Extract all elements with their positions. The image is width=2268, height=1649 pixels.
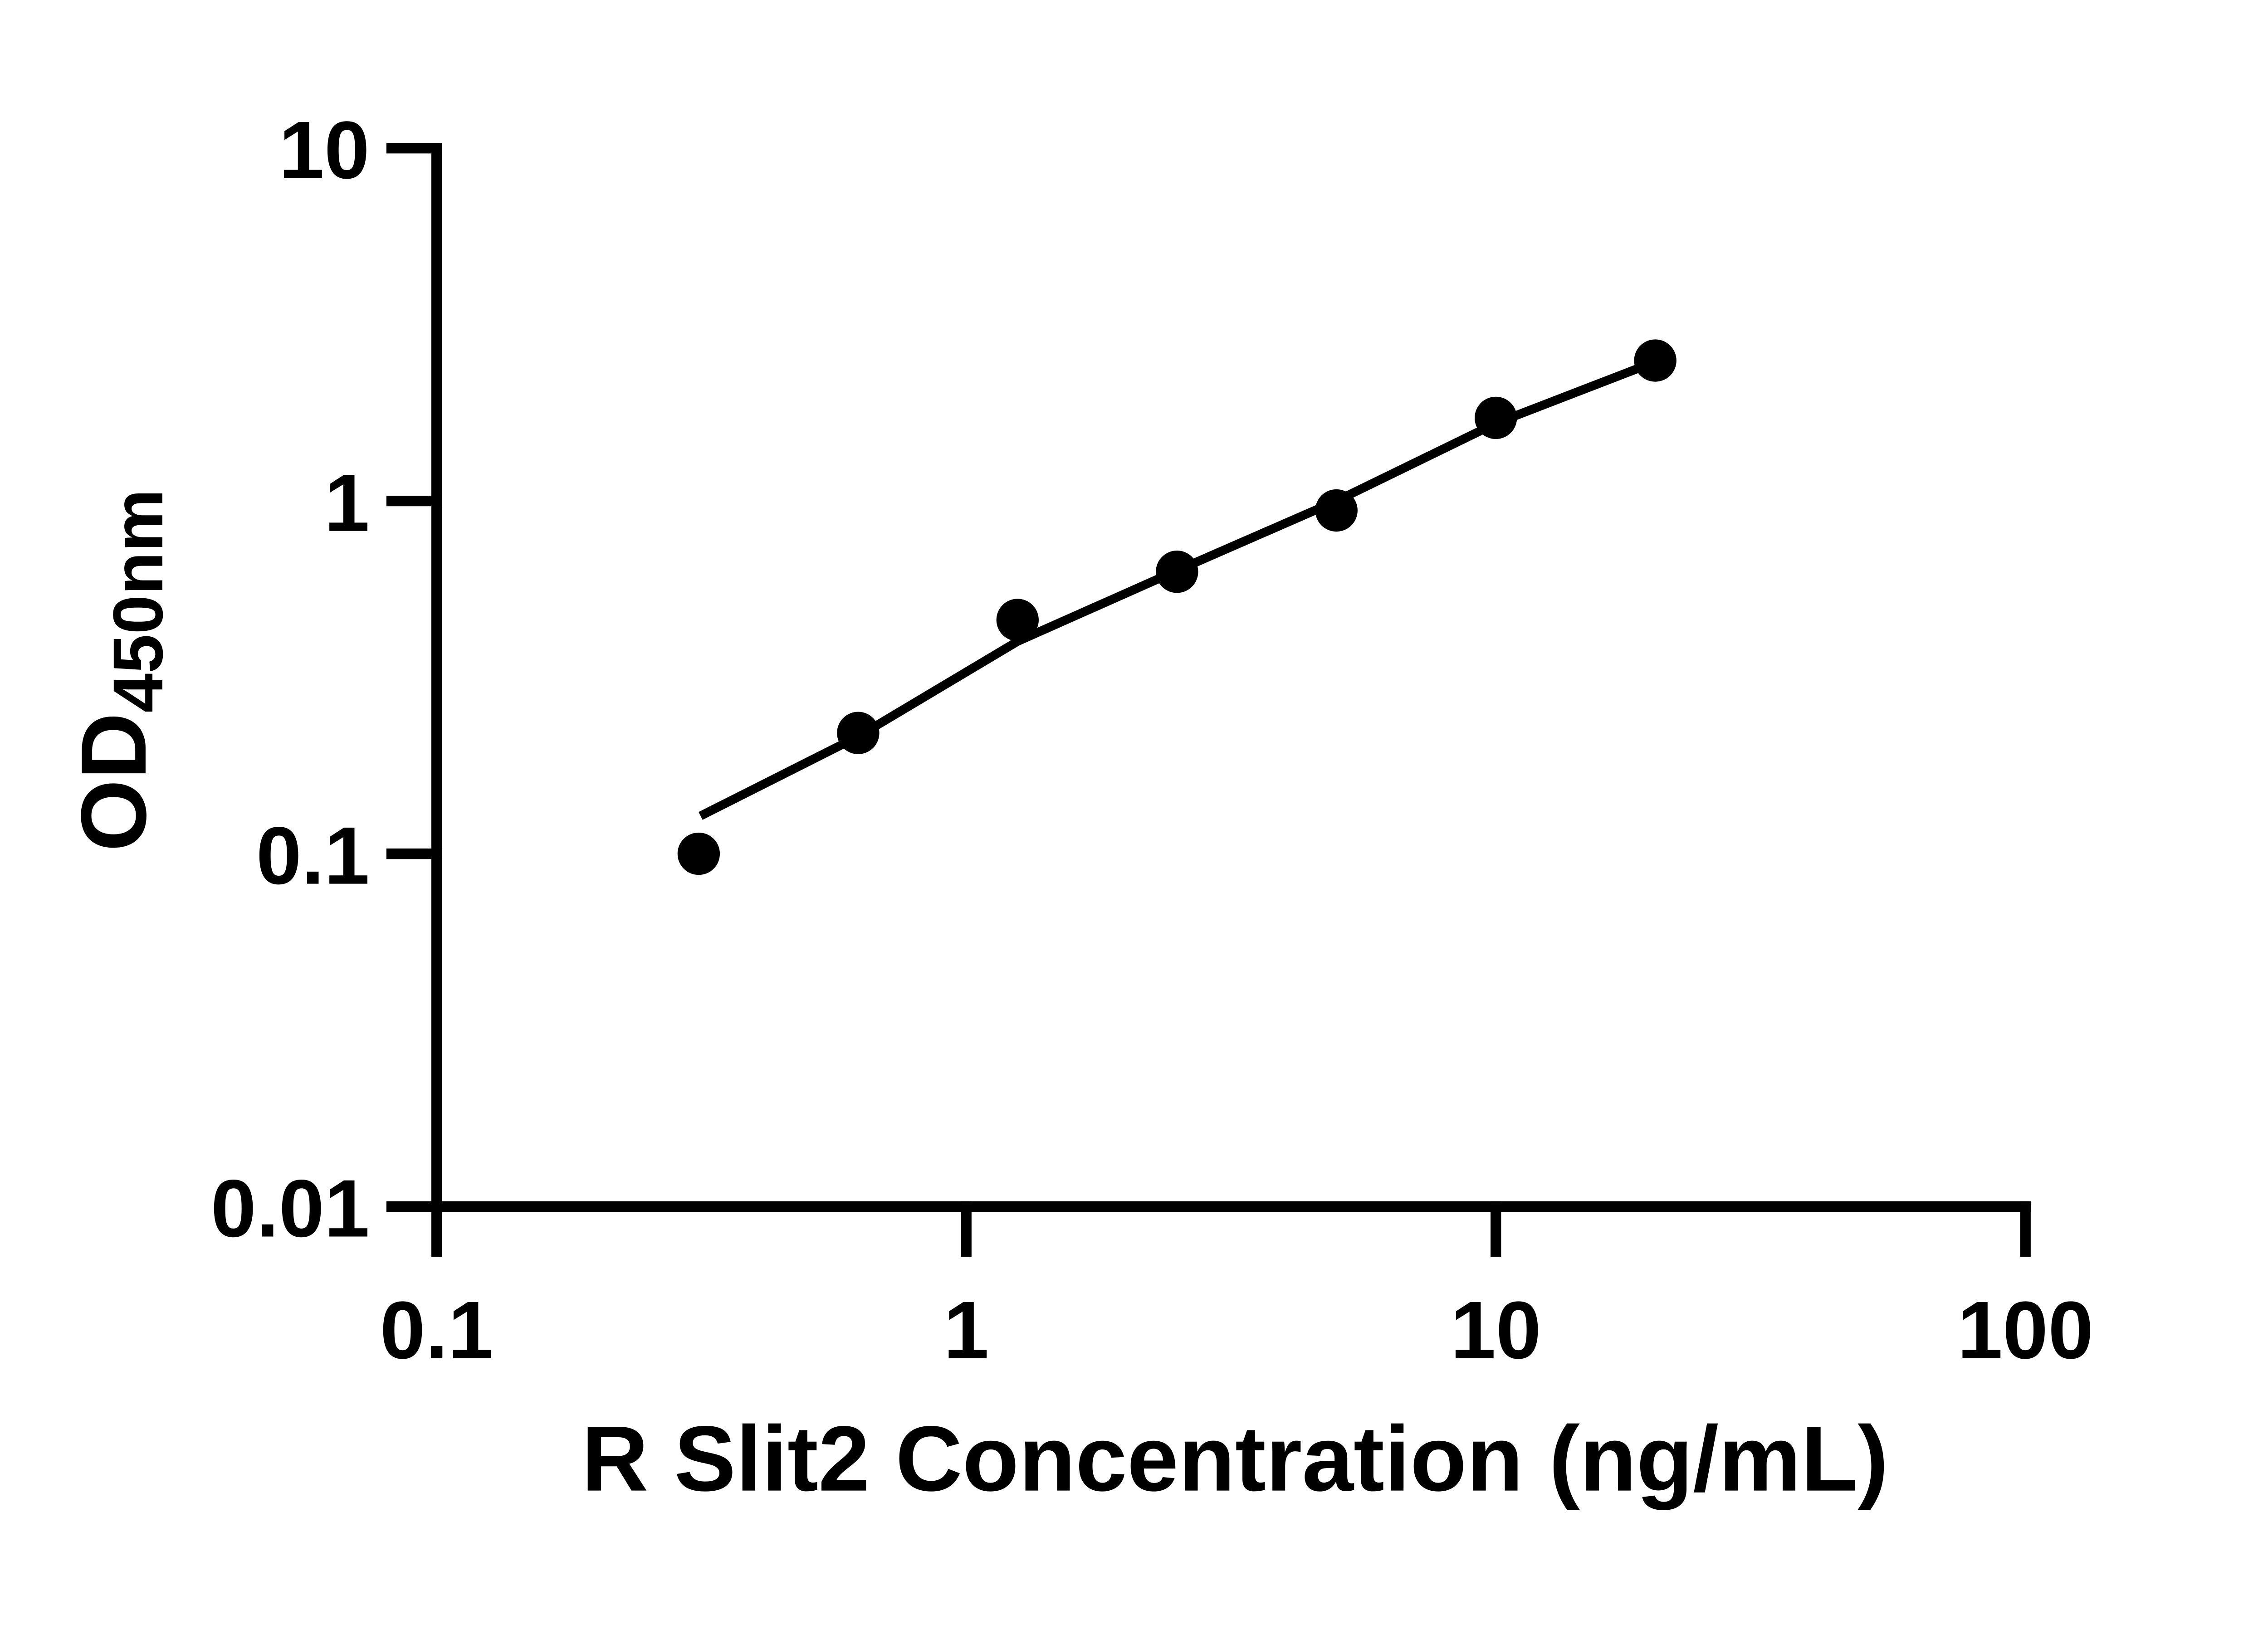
x-tick-label: 1 [943,1285,989,1376]
y-axis-title-subscript: 450nm [98,489,177,712]
y-tick-label: 1 [324,458,370,549]
data-point [677,832,720,875]
data-point [1156,551,1198,593]
data-point [1474,396,1517,439]
y-axis-title-main: OD [62,712,166,851]
data-points-group [677,339,1677,875]
x-axis-title: R Slit2 Concentration (ng/mL) [582,1407,1888,1511]
y-ticks-group: 0.01 0.1 1 10 [211,105,442,1254]
x-ticks-group: 0.1 1 10 100 [380,1201,2093,1376]
y-tick-label: 0.01 [211,1163,370,1254]
data-point [996,599,1039,641]
x-tick-label: 100 [1957,1285,2093,1376]
y-axis-title: OD450nm [62,489,177,851]
data-point [1315,489,1358,532]
x-tick-label: 10 [1451,1285,1541,1376]
y-tick-label: 10 [279,105,370,196]
data-point [1634,339,1677,382]
figure-container: 0.01 0.1 1 10 0.1 1 10 100 R Slit2 Concentrati… [62,104,2094,1511]
x-tick-label: 0.1 [380,1285,494,1376]
data-point [837,712,880,754]
y-tick-label: 0.1 [256,810,370,902]
